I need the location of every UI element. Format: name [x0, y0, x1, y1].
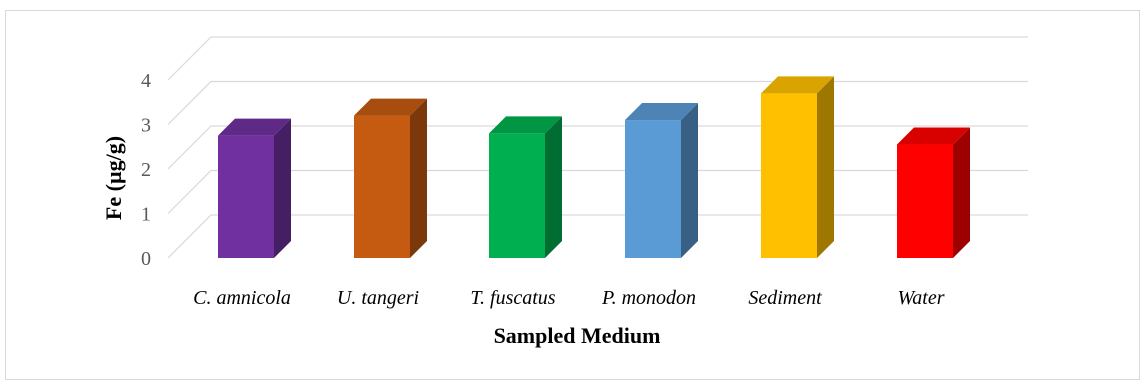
- bars: [218, 76, 970, 259]
- x-tick-label: T. fuscatus: [470, 287, 555, 309]
- bar-top: [218, 118, 291, 136]
- x-tick-label: U. tangeri: [337, 287, 419, 309]
- bar-side: [410, 98, 427, 258]
- bar-top: [625, 103, 698, 121]
- y-tick-label: 4: [141, 70, 151, 92]
- bar-front: [218, 135, 274, 258]
- x-axis-title: Sampled Medium: [494, 323, 661, 348]
- bar: [218, 118, 291, 258]
- x-axis-labels: C. amnicola U. tangeri T. fuscatus P. monod…: [193, 287, 945, 309]
- gridline: [167, 36, 1028, 81]
- bar-side: [817, 76, 834, 258]
- gridline: [167, 125, 1028, 170]
- x-tick-label: Sediment: [748, 287, 822, 309]
- bar-front: [897, 144, 953, 258]
- y-tick-label: 1: [141, 204, 151, 226]
- bar-top: [354, 98, 427, 116]
- bar-top: [897, 127, 970, 145]
- bar: [354, 98, 427, 258]
- x-tick-label: P. monodon: [601, 287, 696, 309]
- y-axis-title: Fe (µg/g): [101, 136, 126, 220]
- bar-top: [761, 76, 834, 94]
- bar: [625, 103, 698, 258]
- bar: [897, 127, 970, 259]
- bar-front: [354, 115, 410, 258]
- y-axis-ticks: 0 1 2 3 4: [141, 70, 151, 270]
- bar-side: [545, 116, 562, 259]
- y-tick-label: 2: [141, 159, 151, 181]
- gridline: [167, 80, 1028, 125]
- bar-side: [953, 127, 970, 259]
- bar-top: [489, 116, 562, 134]
- bar-front: [489, 133, 545, 258]
- y-tick-label: 3: [141, 115, 151, 137]
- bar: [761, 76, 834, 258]
- x-tick-label: C. amnicola: [193, 287, 291, 309]
- gridlines: [167, 36, 1028, 259]
- gridline: [167, 169, 1028, 214]
- bar-side: [274, 118, 291, 258]
- bar-side: [681, 103, 698, 258]
- bar: [489, 116, 562, 259]
- y-tick-label: 0: [141, 248, 151, 270]
- bar-front: [761, 93, 817, 258]
- x-tick-label: Water: [897, 287, 944, 309]
- gridline: [167, 214, 1028, 259]
- bar-front: [625, 120, 681, 258]
